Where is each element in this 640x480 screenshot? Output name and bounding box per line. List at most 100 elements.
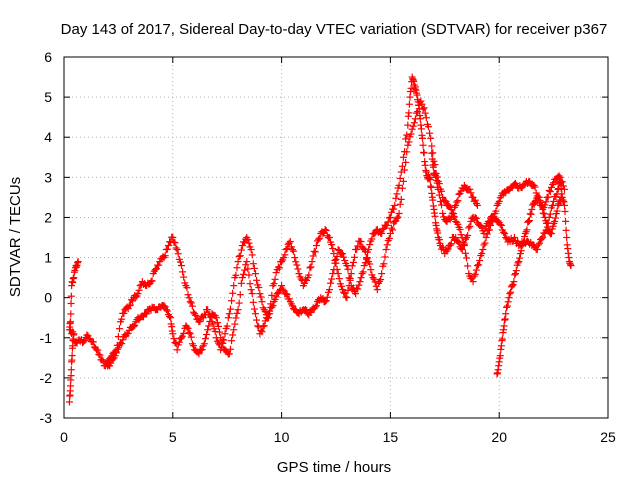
data-point	[126, 301, 134, 309]
data-point	[337, 282, 345, 290]
data-point	[368, 235, 376, 243]
data-point	[477, 222, 485, 230]
data-point	[211, 327, 219, 335]
data-point	[490, 214, 498, 222]
data-point	[512, 267, 520, 275]
data-point	[458, 246, 466, 254]
data-point	[421, 109, 429, 117]
data-point	[538, 201, 546, 209]
data-point	[357, 238, 365, 246]
data-point	[201, 335, 209, 343]
data-point	[74, 258, 82, 266]
data-point	[420, 149, 428, 157]
data-point	[235, 299, 243, 307]
data-point	[200, 340, 208, 348]
data-point	[274, 263, 282, 271]
data-point	[405, 100, 413, 108]
data-point	[278, 258, 286, 266]
x-axis: 0 5 10 15 20 25	[60, 57, 616, 445]
data-point	[259, 323, 267, 331]
data-point	[214, 339, 222, 347]
data-point	[67, 366, 75, 374]
data-point	[481, 239, 489, 247]
data-point	[265, 314, 273, 322]
data-point	[378, 270, 386, 278]
data-point	[535, 193, 543, 201]
data-point	[447, 213, 455, 221]
data-point	[94, 346, 102, 354]
data-point	[403, 148, 411, 156]
data-point	[452, 201, 460, 209]
data-point	[383, 241, 391, 249]
data-point	[245, 271, 253, 279]
data-point	[531, 183, 539, 191]
data-point	[112, 348, 120, 356]
data-point	[444, 245, 452, 253]
data-point	[275, 264, 283, 272]
data-point	[414, 108, 422, 116]
data-point	[563, 234, 571, 241]
data-point	[297, 275, 305, 283]
data-point	[98, 356, 106, 364]
data-point	[382, 246, 390, 254]
data-point	[408, 125, 416, 133]
y-tick-label: 2	[44, 209, 52, 225]
data-point	[209, 320, 217, 328]
data-point	[373, 286, 381, 294]
data-point	[235, 252, 243, 260]
data-point	[188, 302, 196, 310]
data-point	[315, 235, 323, 243]
x-tick-label: 5	[169, 429, 177, 445]
data-point	[496, 221, 504, 229]
data-point	[417, 97, 425, 105]
y-tick-label: 6	[44, 49, 52, 65]
data-point	[361, 248, 369, 256]
data-point	[431, 212, 439, 220]
data-point	[195, 350, 203, 358]
data-point	[234, 258, 242, 266]
data-point	[187, 333, 195, 341]
data-point	[467, 189, 475, 197]
data-point	[464, 262, 472, 270]
data-point	[237, 246, 245, 254]
data-point	[390, 205, 398, 213]
data-point	[329, 245, 337, 253]
data-point	[428, 155, 436, 163]
data-point	[349, 258, 357, 266]
data-point	[366, 260, 374, 268]
data-point	[517, 247, 525, 255]
data-point	[498, 335, 506, 343]
data-point	[472, 214, 480, 222]
data-point	[447, 240, 455, 248]
data-point	[256, 290, 264, 298]
data-point	[143, 310, 151, 318]
x-tick-label: 15	[383, 429, 399, 445]
data-point	[229, 289, 237, 297]
data-point	[407, 130, 415, 138]
data-point	[160, 302, 168, 310]
data-point	[469, 278, 477, 286]
data-point	[305, 271, 313, 279]
data-point	[268, 303, 276, 311]
data-point	[446, 241, 454, 249]
data-point	[107, 353, 115, 361]
data-point	[396, 200, 404, 208]
data-point	[417, 125, 425, 133]
data-point	[473, 262, 481, 270]
data-point	[410, 119, 418, 127]
data-point	[393, 214, 401, 222]
data-point	[180, 273, 188, 281]
data-point	[379, 225, 387, 233]
data-point	[233, 264, 241, 272]
data-point	[546, 210, 554, 218]
data-point	[334, 270, 342, 278]
data-point	[302, 306, 310, 314]
data-point	[229, 331, 237, 339]
data-point	[495, 197, 503, 205]
data-point	[386, 229, 394, 237]
data-point	[562, 217, 570, 225]
data-point	[230, 282, 238, 290]
data-point	[525, 217, 533, 225]
data-point	[267, 300, 275, 308]
data-point	[404, 141, 412, 149]
